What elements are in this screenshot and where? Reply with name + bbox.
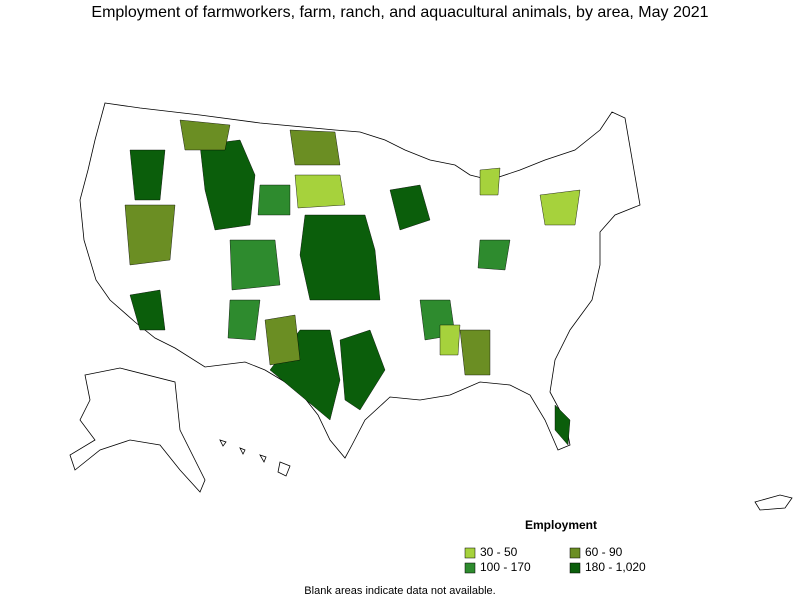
region <box>129 149 166 201</box>
region <box>299 214 381 301</box>
footnote: Blank areas indicate data not available. <box>304 585 495 597</box>
alaska <box>69 367 206 493</box>
region <box>289 129 341 166</box>
region <box>264 314 301 366</box>
region <box>199 139 256 231</box>
legend-swatch <box>464 547 476 559</box>
region <box>439 324 461 356</box>
legend-label: 60 - 90 <box>585 545 623 559</box>
map <box>69 102 793 511</box>
region <box>389 184 431 231</box>
legend-swatch <box>569 547 581 559</box>
map-title: Employment of farmworkers, farm, ranch, … <box>91 4 708 21</box>
region <box>554 404 571 446</box>
region <box>229 239 281 291</box>
region <box>129 289 166 331</box>
legend-title: Employment <box>525 518 597 532</box>
region <box>459 329 491 376</box>
region <box>539 189 581 226</box>
legend: Employment 30 - 50 60 - 90 100 - 170 180… <box>464 518 646 574</box>
region <box>339 329 386 411</box>
region <box>124 204 176 266</box>
legend-swatch <box>464 562 476 574</box>
region <box>179 119 231 151</box>
legend-label: 180 - 1,020 <box>585 560 646 574</box>
region <box>479 167 501 196</box>
legend-label: 30 - 50 <box>480 545 518 559</box>
puerto-rico <box>754 494 793 511</box>
region <box>477 239 511 271</box>
region <box>227 299 261 341</box>
region <box>257 184 291 216</box>
legend-swatch <box>569 562 581 574</box>
legend-label: 100 - 170 <box>480 560 531 574</box>
hawaii <box>219 439 291 477</box>
region <box>294 174 346 209</box>
